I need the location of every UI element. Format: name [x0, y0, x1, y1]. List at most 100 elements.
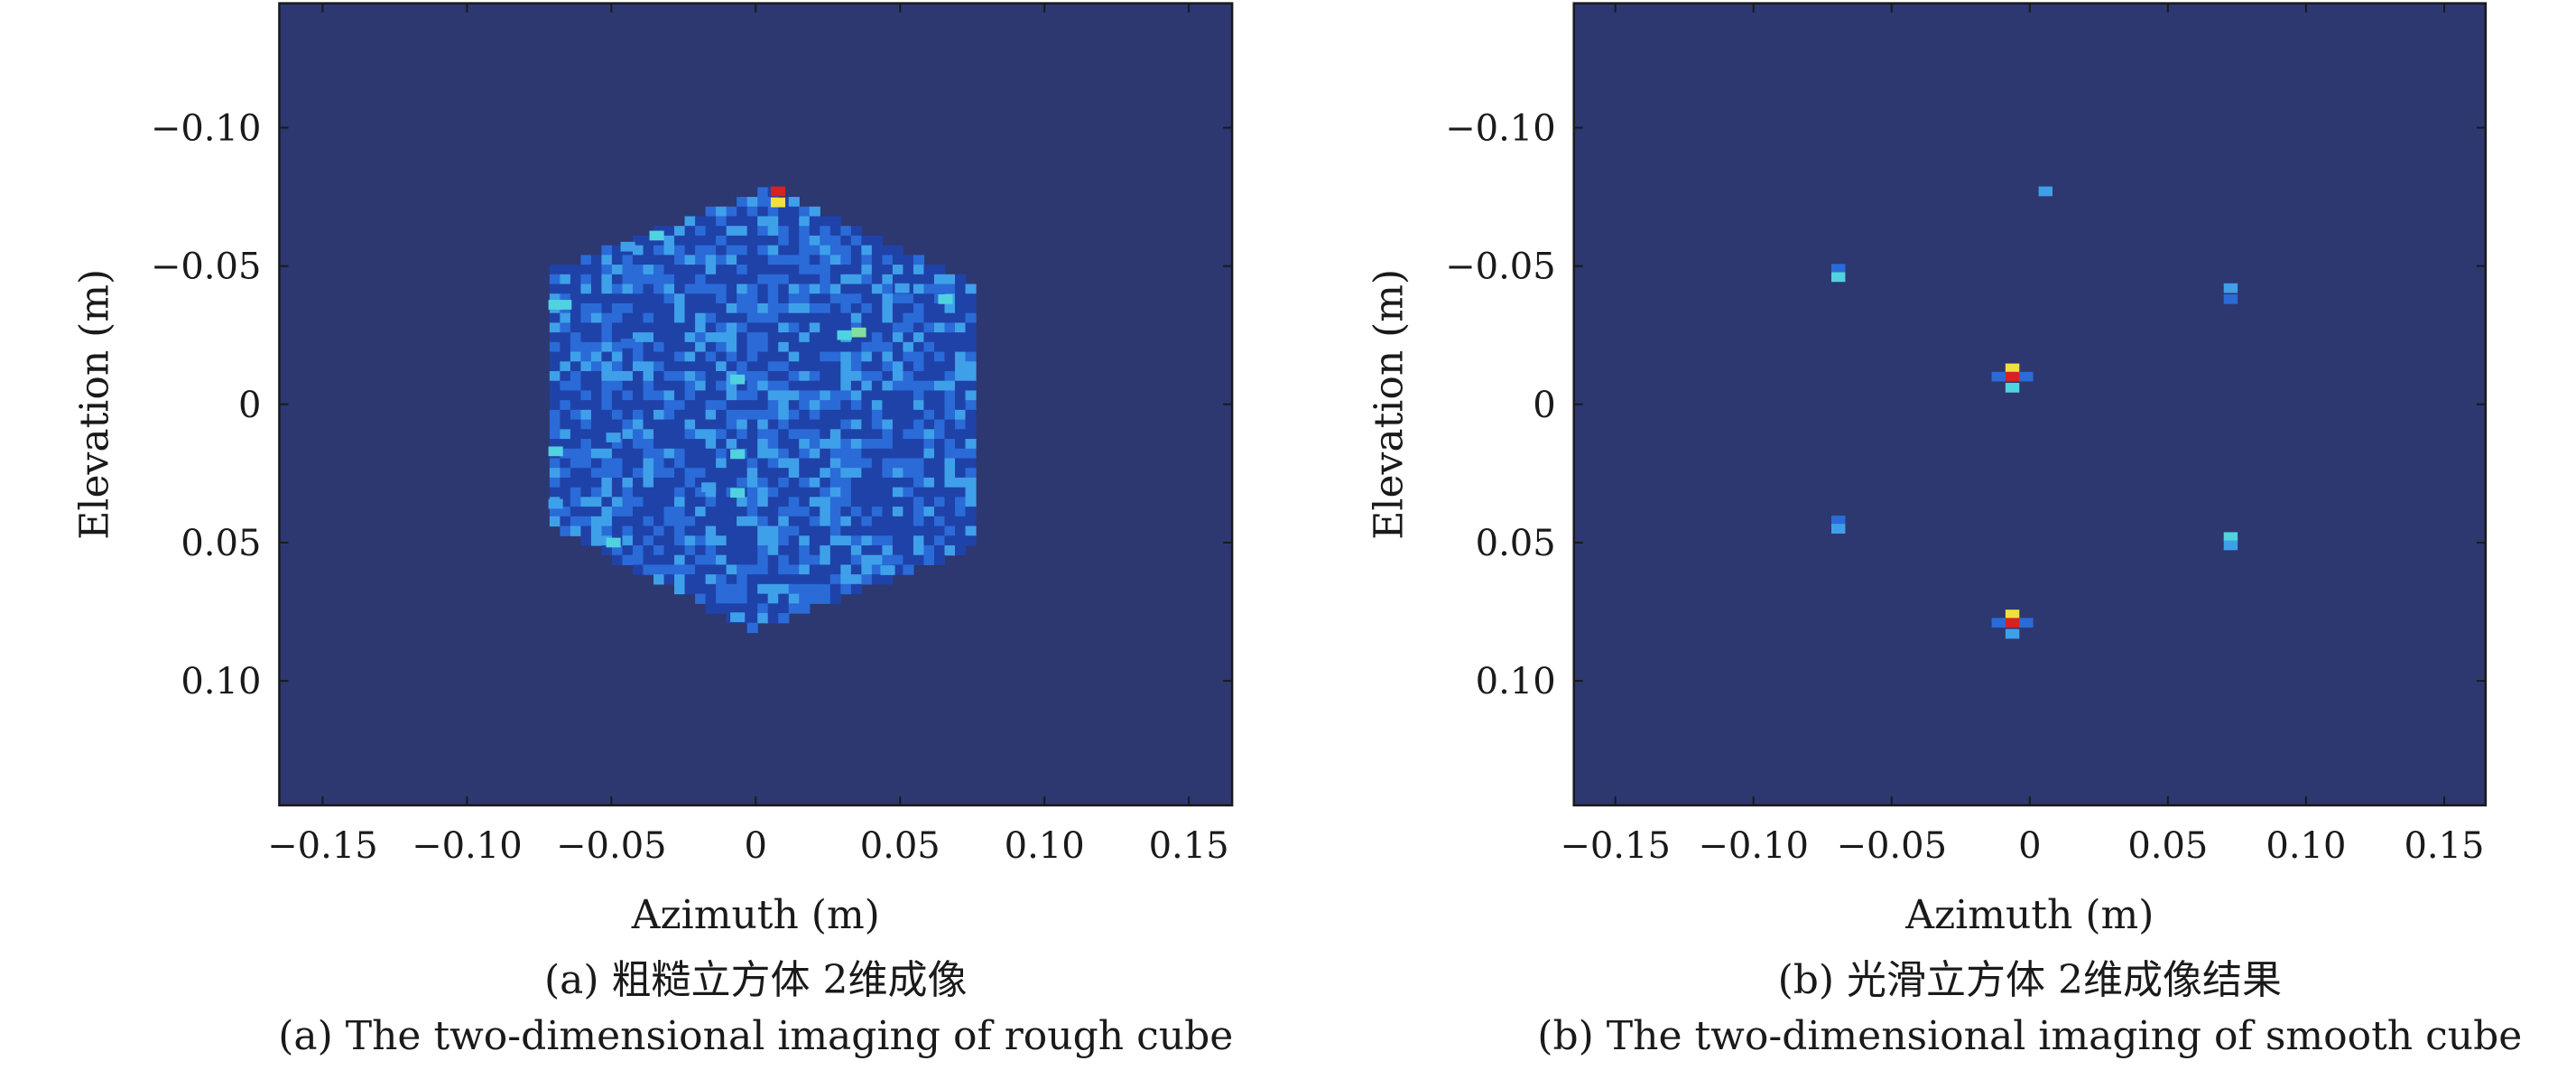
heatmap-cell [746, 458, 758, 469]
heatmap-cell [757, 603, 769, 614]
heatmap-cell [903, 477, 914, 488]
heatmap-cell [850, 448, 862, 460]
heatmap-cell [861, 477, 873, 488]
heatmap-cell [788, 409, 800, 421]
heatmap-cell [829, 574, 841, 585]
heatmap-cell [882, 516, 894, 527]
heatmap-cell [757, 216, 769, 227]
heatmap-cell [788, 390, 800, 401]
heatmap-cell [923, 535, 935, 546]
heatmap-cell [705, 439, 717, 450]
heatmap-cell [560, 265, 571, 275]
heatmap-cell [653, 507, 665, 517]
heatmap-cell [871, 458, 883, 469]
heatmap-cell [643, 526, 654, 536]
heatmap-cell [590, 284, 603, 294]
heatmap-cell [767, 216, 779, 227]
heatmap-cell [653, 351, 665, 362]
heatmap-cell [611, 419, 624, 430]
heatmap-cell [674, 245, 686, 256]
heatmap-cell [820, 351, 831, 362]
heatmap-cell [820, 361, 831, 372]
heatmap-cell [549, 312, 561, 324]
heatmap-cell [809, 574, 820, 585]
heatmap-cell [684, 216, 696, 227]
heatmap-cell [737, 380, 748, 392]
heatmap-cell [850, 458, 862, 469]
heatmap-cell [788, 206, 800, 218]
heatmap-cell [684, 497, 696, 507]
heatmap-cell [611, 439, 624, 450]
heatmap-cell [767, 448, 779, 460]
heatmap-cell [840, 439, 852, 450]
heatmap-cell [570, 371, 582, 382]
heatmap-cell [955, 332, 967, 343]
heatmap-cell [955, 274, 967, 285]
heatmap-cell [840, 322, 852, 333]
x-tick-label: 0.10 [2266, 825, 2346, 867]
heatmap-cell [580, 535, 592, 546]
heatmap-cell [705, 400, 717, 411]
heatmap-cell [726, 574, 737, 585]
heatmap-cell [871, 245, 883, 256]
heatmap-cell [622, 448, 634, 460]
heatmap-cell [861, 351, 873, 362]
heatmap-cell [861, 380, 873, 392]
heatmap-cell [933, 274, 946, 285]
heatmap-cell [746, 245, 758, 256]
heatmap-cell [809, 439, 820, 450]
heatmap-cell [850, 507, 862, 517]
heatmap-cell [737, 603, 748, 614]
heatmap-cell [580, 351, 592, 362]
heatmap-cell [580, 332, 592, 343]
heatmap-cell [580, 371, 592, 382]
heatmap-cell [726, 409, 737, 421]
heatmap-cell [632, 497, 644, 507]
heatmap-cell [570, 487, 582, 498]
heatmap-cell [944, 516, 956, 527]
heatmap-cell [695, 468, 707, 479]
heatmap-cell [829, 593, 841, 604]
heatmap-cell [746, 302, 758, 314]
heatmap-cell [861, 255, 873, 265]
heatmap-cell [850, 284, 862, 294]
heatmap-cell [829, 468, 841, 479]
heatmap-cell [809, 544, 820, 556]
heatmap-cell [767, 390, 779, 401]
heatmap-cell [643, 458, 654, 469]
heatmap-cell [570, 302, 582, 314]
heatmap-cell [892, 477, 904, 488]
heatmap-cell [933, 526, 946, 536]
heatmap-cell [695, 235, 707, 247]
heatmap-cell [923, 439, 935, 450]
heatmap-cell [778, 593, 790, 604]
heatmap-cell [590, 439, 603, 450]
heatmap-cell [778, 497, 790, 507]
heatmap-cell [933, 535, 946, 546]
heatmap-cell [850, 564, 862, 575]
heatmap-cell [871, 293, 883, 304]
heatmap-cell [820, 507, 831, 517]
heatmap-cell [861, 341, 873, 353]
heatmap-cell [611, 332, 624, 343]
heatmap-cell [716, 507, 727, 517]
heatmap-cell [923, 554, 935, 566]
heatmap-cell [601, 293, 613, 304]
heatmap-cell [778, 390, 790, 401]
heatmap-cell [663, 293, 675, 304]
heatmap-cell [820, 439, 831, 450]
heatmap-cell [632, 341, 644, 353]
heatmap-cell [590, 390, 603, 401]
heatmap-cell [580, 507, 592, 517]
heatmap-cell [955, 516, 967, 527]
heatmap-cell [632, 448, 644, 460]
heatmap-cell [788, 419, 800, 430]
heatmap-cell [809, 448, 820, 460]
heatmap-cell [882, 419, 894, 430]
heatmap-cell [757, 564, 769, 575]
x-tick-label: 0.05 [860, 825, 941, 867]
heatmap-cell [778, 235, 790, 247]
heatmap-cell [799, 487, 811, 498]
heatmap-cell [653, 477, 665, 488]
heatmap-cell [580, 341, 592, 353]
